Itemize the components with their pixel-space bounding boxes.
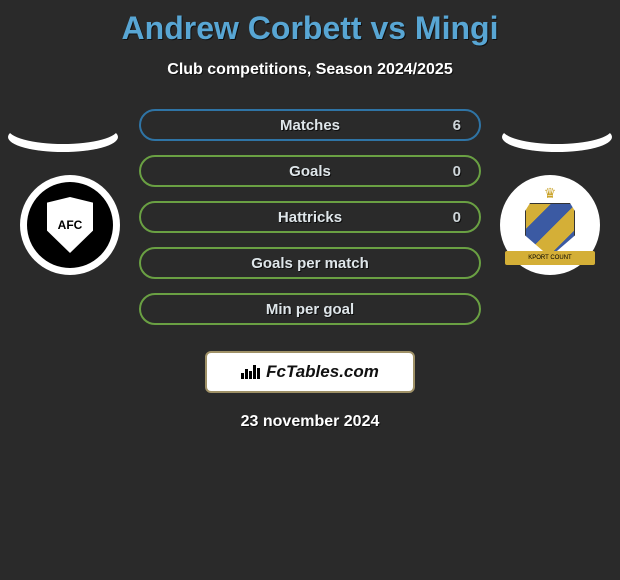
comparison-subtitle: Club competitions, Season 2024/2025 [0,61,620,79]
stat-row-hattricks: Hattricks 0 [139,201,481,233]
shield-icon [525,203,575,257]
stat-label: Goals per match [251,255,369,272]
crown-icon: ♛ [544,185,557,202]
club-badge-right: ♛ KPORT COUNT [500,175,600,275]
stat-row-matches: Matches 6 [139,109,481,141]
player-marker-right-icon [502,122,612,152]
stat-value: 0 [453,163,461,180]
stat-row-min-per-goal: Min per goal [139,293,481,325]
stat-value: 6 [453,117,461,134]
snapshot-date: 23 november 2024 [0,413,620,431]
brand-badge: FcTables.com [205,351,415,393]
stat-row-goals: Goals 0 [139,155,481,187]
stats-list: Matches 6 Goals 0 Hattricks 0 Goals per … [139,109,481,325]
stat-label: Min per goal [266,301,354,318]
stat-row-goals-per-match: Goals per match [139,247,481,279]
stat-label: Goals [289,163,331,180]
club-badge-right-ribbon: KPORT COUNT [505,251,595,265]
stat-label: Matches [280,117,340,134]
club-badge-left: AFC [20,175,120,275]
club-badge-left-initials: AFC [47,197,93,253]
bar-chart-icon [241,365,260,379]
stat-label: Hattricks [278,209,342,226]
stat-value: 0 [453,209,461,226]
player-marker-left-icon [8,122,118,152]
brand-text: FcTables.com [266,362,379,382]
comparison-title: Andrew Corbett vs Mingi [0,0,620,47]
